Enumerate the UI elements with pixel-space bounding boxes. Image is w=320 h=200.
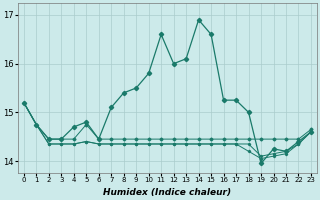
X-axis label: Humidex (Indice chaleur): Humidex (Indice chaleur) bbox=[103, 188, 231, 197]
